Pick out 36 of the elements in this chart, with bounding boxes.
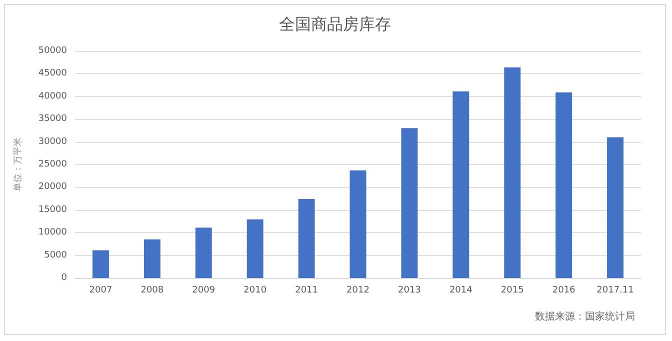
y-tick-label: 50000 [38,46,68,56]
x-tick-label: 2010 [244,286,267,296]
bar [556,92,572,278]
x-tick-label: 2016 [552,286,576,296]
bar [92,250,109,278]
y-tick-label: 25000 [38,160,68,170]
y-tick-label: 40000 [38,91,68,102]
y-axis-title: 单位：万平米 [12,138,24,192]
x-tick-label: 2008 [140,286,164,296]
y-tick-label: 0 [61,273,68,283]
bar [401,128,418,278]
x-tick-label: 2009 [192,286,216,296]
x-tick-label: 2011 [295,286,318,296]
x-tick-label: 2012 [346,286,370,296]
x-tick-label: 2015 [500,286,524,296]
y-tick-label: 35000 [38,114,68,124]
bar [144,239,160,278]
y-tick-label: 30000 [38,136,68,147]
bar [452,91,470,278]
y-tick-label: 5000 [44,250,68,260]
bar [504,67,521,278]
x-tick-label: 2007 [89,286,112,296]
x-tick-label: 2013 [398,286,421,296]
y-tick-label: 10000 [38,228,68,238]
x-tick-label: 2017.11 [596,286,634,296]
bar [195,228,212,278]
y-tick-label: 45000 [38,68,68,79]
bar [246,219,264,278]
y-tick-label: 20000 [38,182,68,192]
chart-title: 全国商品房库存 [279,14,391,34]
bar [298,199,315,278]
bar [350,170,366,278]
bar [607,137,624,278]
x-tick-label: 2014 [449,286,473,296]
y-tick-label: 15000 [38,204,68,215]
source-note: 数据来源：国家统计局 [535,310,635,322]
